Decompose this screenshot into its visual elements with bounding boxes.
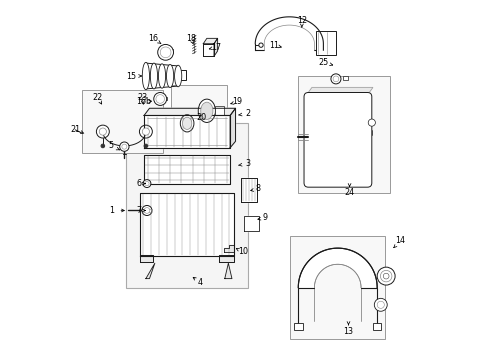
Polygon shape [140, 255, 153, 262]
Text: 22: 22 [92, 93, 102, 102]
Ellipse shape [142, 62, 149, 90]
Circle shape [156, 95, 164, 103]
Polygon shape [145, 263, 155, 279]
Polygon shape [214, 39, 217, 56]
Polygon shape [140, 193, 233, 256]
Ellipse shape [174, 65, 182, 87]
Circle shape [332, 76, 338, 82]
Circle shape [144, 208, 149, 213]
Circle shape [376, 301, 384, 309]
Circle shape [367, 119, 375, 126]
Ellipse shape [150, 63, 157, 89]
Text: 10: 10 [237, 247, 247, 256]
Ellipse shape [198, 99, 215, 122]
Text: 8: 8 [255, 184, 260, 193]
Text: 13: 13 [343, 327, 353, 336]
Text: 4: 4 [197, 278, 202, 287]
Circle shape [142, 180, 151, 188]
Polygon shape [298, 248, 376, 288]
Circle shape [380, 270, 391, 282]
Text: 19: 19 [232, 97, 242, 106]
Text: 2: 2 [245, 109, 250, 118]
Circle shape [153, 93, 166, 105]
FancyBboxPatch shape [304, 93, 371, 187]
Circle shape [122, 144, 126, 149]
Text: 15: 15 [126, 72, 136, 81]
Circle shape [99, 128, 106, 135]
Text: 18: 18 [185, 34, 195, 43]
Text: 16: 16 [148, 34, 158, 43]
Bar [126, 123, 247, 288]
Bar [163, 97, 166, 100]
Circle shape [330, 74, 340, 84]
Polygon shape [144, 108, 235, 116]
Text: 16b: 16b [136, 97, 151, 106]
Polygon shape [230, 108, 235, 148]
Bar [176, 70, 186, 80]
Bar [297, 76, 389, 193]
Bar [343, 76, 347, 80]
Ellipse shape [166, 64, 173, 87]
Circle shape [142, 206, 152, 216]
Circle shape [376, 267, 394, 285]
Text: 14: 14 [395, 237, 405, 246]
Ellipse shape [180, 115, 194, 132]
Circle shape [139, 125, 152, 138]
Polygon shape [306, 87, 372, 94]
Text: 23: 23 [137, 93, 147, 102]
Circle shape [158, 44, 173, 60]
Polygon shape [255, 17, 325, 54]
Text: 20: 20 [196, 113, 206, 122]
Text: 17: 17 [210, 43, 221, 52]
Polygon shape [223, 244, 233, 252]
Bar [215, 106, 224, 116]
Polygon shape [203, 39, 217, 44]
Circle shape [96, 125, 109, 138]
Text: 12: 12 [296, 16, 306, 25]
Polygon shape [144, 116, 230, 148]
Text: 11: 11 [268, 41, 278, 50]
Circle shape [383, 273, 388, 279]
Polygon shape [241, 178, 257, 202]
Bar [82, 90, 163, 153]
Ellipse shape [158, 64, 165, 88]
Polygon shape [224, 263, 231, 279]
Circle shape [101, 144, 104, 148]
Text: 7: 7 [136, 206, 141, 215]
Polygon shape [144, 155, 230, 184]
Bar [293, 323, 302, 330]
Circle shape [142, 128, 149, 135]
Circle shape [160, 47, 171, 58]
Ellipse shape [201, 102, 212, 120]
Ellipse shape [182, 117, 191, 130]
Text: 25: 25 [318, 58, 328, 67]
Bar [290, 236, 385, 338]
Text: 9: 9 [262, 213, 267, 222]
Polygon shape [203, 44, 214, 56]
Text: 5: 5 [108, 141, 113, 150]
Polygon shape [219, 255, 233, 262]
Bar [171, 85, 226, 135]
Text: 24: 24 [344, 188, 354, 197]
Text: 3: 3 [245, 159, 250, 168]
Polygon shape [306, 94, 367, 184]
Polygon shape [244, 216, 258, 231]
Bar [168, 49, 172, 53]
Circle shape [144, 181, 149, 186]
Bar [372, 323, 381, 330]
Circle shape [373, 298, 386, 311]
Bar [316, 31, 335, 55]
Circle shape [144, 144, 147, 148]
Text: 1: 1 [109, 206, 114, 215]
Circle shape [120, 142, 129, 151]
Text: 6: 6 [136, 179, 141, 188]
Circle shape [258, 43, 263, 47]
Text: 21: 21 [70, 125, 80, 134]
